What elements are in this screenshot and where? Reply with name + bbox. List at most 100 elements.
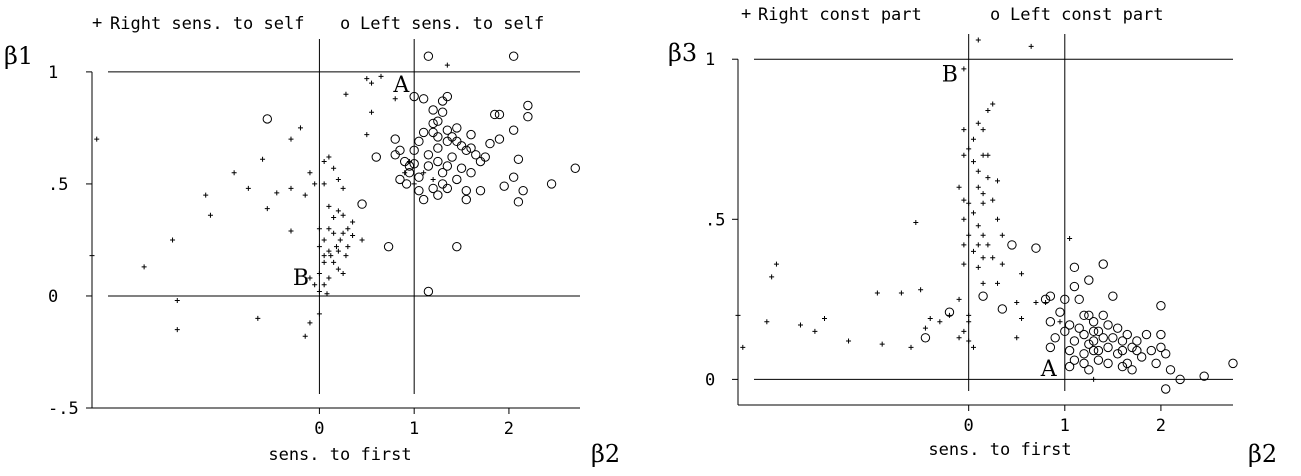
data-point-circle bbox=[456, 163, 467, 173]
data-point-circle bbox=[1088, 326, 1099, 337]
data-point-plus bbox=[326, 248, 332, 254]
data-point-plus bbox=[966, 312, 972, 318]
data-point-circle bbox=[437, 179, 448, 189]
data-point-circle bbox=[1084, 339, 1094, 349]
data-point-plus bbox=[288, 136, 294, 142]
data-point-circle bbox=[1146, 345, 1157, 356]
data-point-plus bbox=[444, 62, 450, 68]
data-point-plus bbox=[970, 210, 976, 216]
data-point-circle bbox=[423, 286, 434, 297]
data-point-plus bbox=[1057, 319, 1063, 325]
data-point-plus bbox=[985, 175, 991, 181]
data-point-plus bbox=[961, 66, 967, 72]
data-point-plus bbox=[328, 253, 334, 259]
data-point-circle bbox=[428, 105, 438, 115]
data-point-circle bbox=[442, 136, 453, 147]
data-point-circle bbox=[423, 51, 434, 61]
data-point-circle bbox=[1103, 358, 1113, 369]
data-point-plus bbox=[975, 242, 981, 248]
data-point-circle bbox=[1132, 336, 1142, 346]
data-point-circle bbox=[395, 174, 405, 185]
legend-label-series-2: Left sens. to self bbox=[360, 14, 544, 34]
axes-right: 1 .5 0 0 1 2 bbox=[705, 50, 1233, 436]
data-point-plus bbox=[995, 216, 1001, 222]
data-point-circle bbox=[475, 185, 486, 196]
data-point-plus bbox=[956, 296, 962, 302]
data-point-circle bbox=[452, 241, 462, 252]
data-point-plus bbox=[364, 132, 370, 138]
data-point-circle bbox=[1098, 333, 1108, 343]
x-tick-label: 0 bbox=[314, 419, 324, 439]
legend-marker-plus: + bbox=[741, 4, 751, 24]
data-point-circle bbox=[1103, 342, 1113, 353]
data-point-circle bbox=[920, 333, 931, 343]
y-tick-label: 0 bbox=[705, 370, 715, 390]
annotation-label: A bbox=[1040, 357, 1058, 382]
data-point-plus bbox=[326, 226, 332, 232]
data-point-circle bbox=[404, 161, 415, 171]
legend-marker-circle: o bbox=[990, 5, 1000, 25]
data-point-circle bbox=[409, 145, 419, 156]
data-point-plus bbox=[359, 237, 365, 243]
data-point-plus bbox=[402, 170, 408, 176]
data-point-circle bbox=[1127, 342, 1137, 353]
annotations-right: BA bbox=[942, 63, 1058, 383]
data-point-plus bbox=[331, 165, 337, 171]
x-axis-label: sens. to first bbox=[928, 440, 1071, 460]
data-point-circle bbox=[1045, 342, 1056, 353]
data-point-circle bbox=[428, 183, 438, 194]
data-point-plus bbox=[333, 244, 339, 250]
data-point-plus bbox=[321, 253, 327, 259]
data-point-plus bbox=[975, 223, 981, 229]
data-point-circle bbox=[1060, 326, 1070, 337]
data-point-plus bbox=[207, 212, 213, 218]
data-point-plus bbox=[307, 170, 313, 176]
data-point-plus bbox=[908, 344, 914, 350]
x-axis-label: sens. to first bbox=[268, 445, 411, 465]
data-point-circle bbox=[513, 197, 524, 207]
data-point-plus bbox=[975, 168, 981, 174]
data-point-plus bbox=[961, 216, 967, 222]
data-point-plus bbox=[326, 154, 332, 160]
data-point-plus bbox=[345, 244, 351, 250]
data-point-circle bbox=[390, 150, 400, 160]
data-point-circle bbox=[447, 152, 457, 162]
data-point-plus bbox=[421, 170, 427, 176]
legend-label-series-2: Left const part bbox=[1010, 5, 1164, 25]
data-point-circle bbox=[1007, 240, 1017, 250]
data-point-circle bbox=[508, 172, 519, 182]
data-point-plus bbox=[335, 208, 341, 214]
data-point-plus bbox=[340, 212, 346, 218]
data-point-circle bbox=[499, 181, 509, 191]
annotation-label: B bbox=[293, 266, 309, 291]
data-point-plus bbox=[331, 230, 337, 236]
data-point-circle bbox=[1161, 349, 1171, 359]
data-point-plus bbox=[995, 178, 1001, 184]
data-point-plus bbox=[245, 185, 251, 191]
data-point-circle bbox=[437, 96, 448, 106]
data-point-circle bbox=[357, 199, 367, 209]
data-point-plus bbox=[288, 228, 294, 234]
data-point-circle bbox=[1045, 291, 1056, 301]
data-point-plus bbox=[999, 261, 1005, 267]
data-point-circle bbox=[494, 134, 505, 144]
x-tick-label: 0 bbox=[964, 416, 974, 436]
data-point-plus bbox=[990, 101, 996, 107]
data-point-circle bbox=[508, 125, 519, 135]
data-point-circle bbox=[1093, 326, 1104, 337]
data-point-plus bbox=[343, 91, 349, 97]
legend-right: + Right const part o Left const part bbox=[741, 4, 1164, 25]
data-point-plus bbox=[141, 264, 147, 270]
data-point-plus bbox=[312, 181, 318, 187]
annotation-label: A bbox=[392, 73, 410, 98]
data-point-circle bbox=[1088, 336, 1099, 346]
data-point-plus bbox=[922, 325, 928, 331]
x-tick-label: 2 bbox=[1156, 416, 1166, 436]
y-tick-label: .5 bbox=[48, 175, 68, 195]
data-point-plus bbox=[980, 127, 986, 133]
data-point-plus bbox=[302, 333, 308, 339]
data-point-plus bbox=[913, 220, 919, 225]
data-point-circle bbox=[997, 304, 1008, 314]
data-point-circle bbox=[401, 179, 412, 189]
data-point-plus bbox=[302, 192, 308, 198]
